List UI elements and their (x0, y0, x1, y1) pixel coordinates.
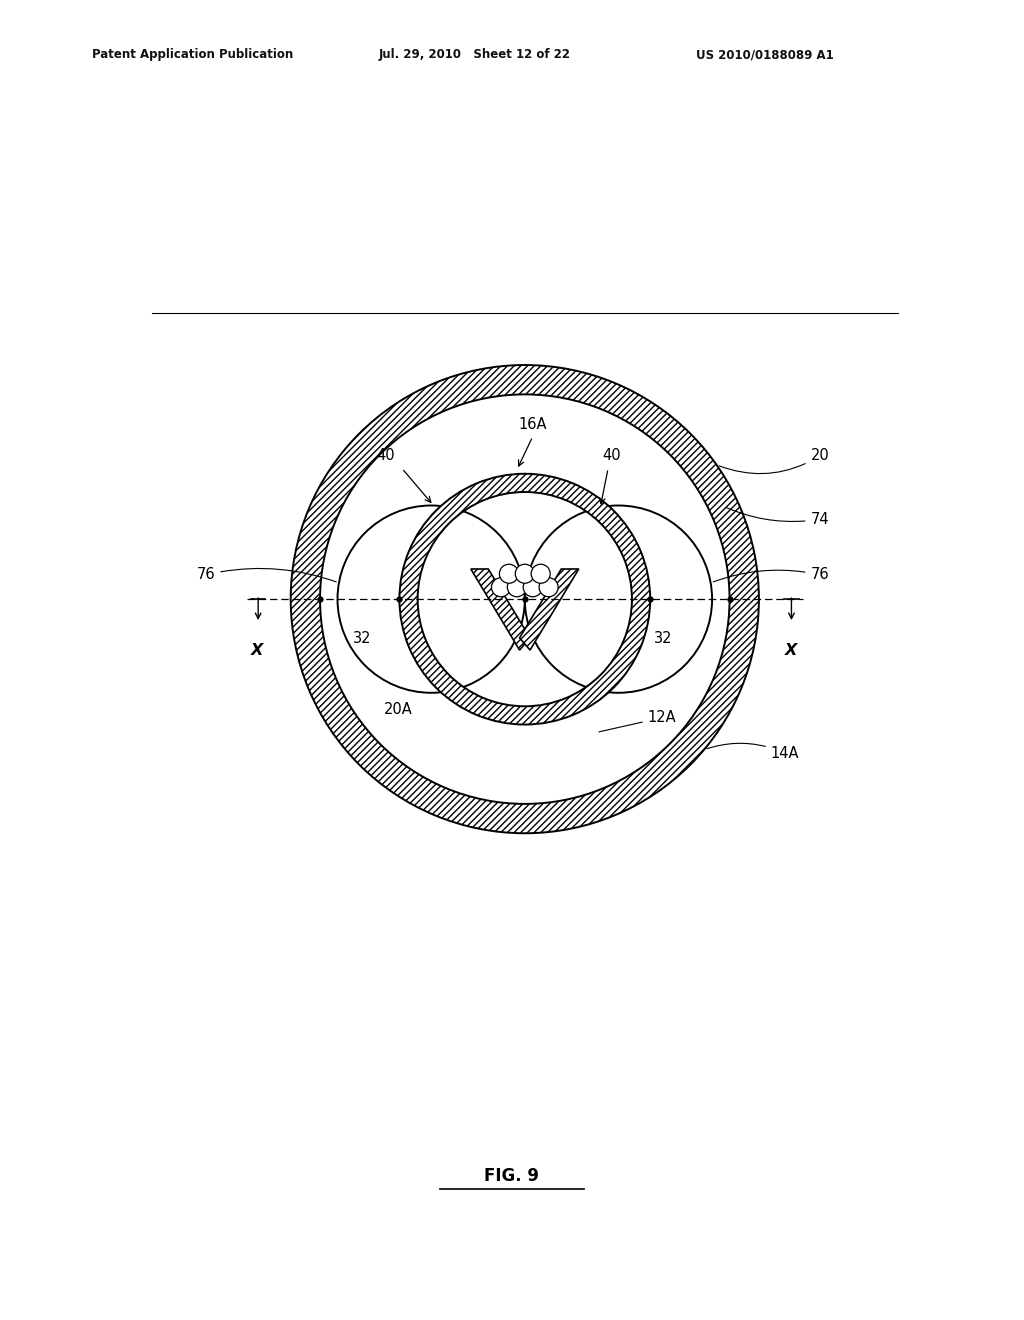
Text: 40: 40 (603, 449, 622, 463)
Text: 76: 76 (714, 568, 829, 582)
Text: 20: 20 (719, 449, 829, 474)
Text: 76: 76 (197, 568, 336, 582)
Text: 32: 32 (654, 631, 673, 645)
Wedge shape (291, 366, 759, 833)
Text: X: X (785, 643, 798, 657)
Wedge shape (399, 474, 650, 725)
Circle shape (539, 578, 558, 597)
Text: Jul. 29, 2010   Sheet 12 of 22: Jul. 29, 2010 Sheet 12 of 22 (379, 48, 571, 61)
Text: US 2010/0188089 A1: US 2010/0188089 A1 (696, 48, 835, 61)
Text: 32: 32 (353, 631, 372, 645)
Circle shape (531, 564, 550, 583)
Circle shape (500, 564, 518, 583)
Text: FIG. 9: FIG. 9 (484, 1167, 540, 1185)
Text: X: X (251, 643, 263, 657)
Text: 12A: 12A (599, 710, 677, 731)
Text: 74: 74 (726, 507, 829, 527)
Circle shape (507, 578, 526, 597)
Text: 14A: 14A (707, 743, 800, 760)
Polygon shape (471, 569, 530, 649)
Text: 40: 40 (377, 449, 395, 463)
Text: 16A: 16A (518, 417, 547, 432)
Text: Patent Application Publication: Patent Application Publication (92, 48, 294, 61)
Circle shape (492, 578, 511, 597)
Polygon shape (519, 569, 579, 649)
Text: 20A: 20A (383, 702, 413, 717)
Circle shape (523, 578, 543, 597)
Circle shape (515, 564, 535, 583)
